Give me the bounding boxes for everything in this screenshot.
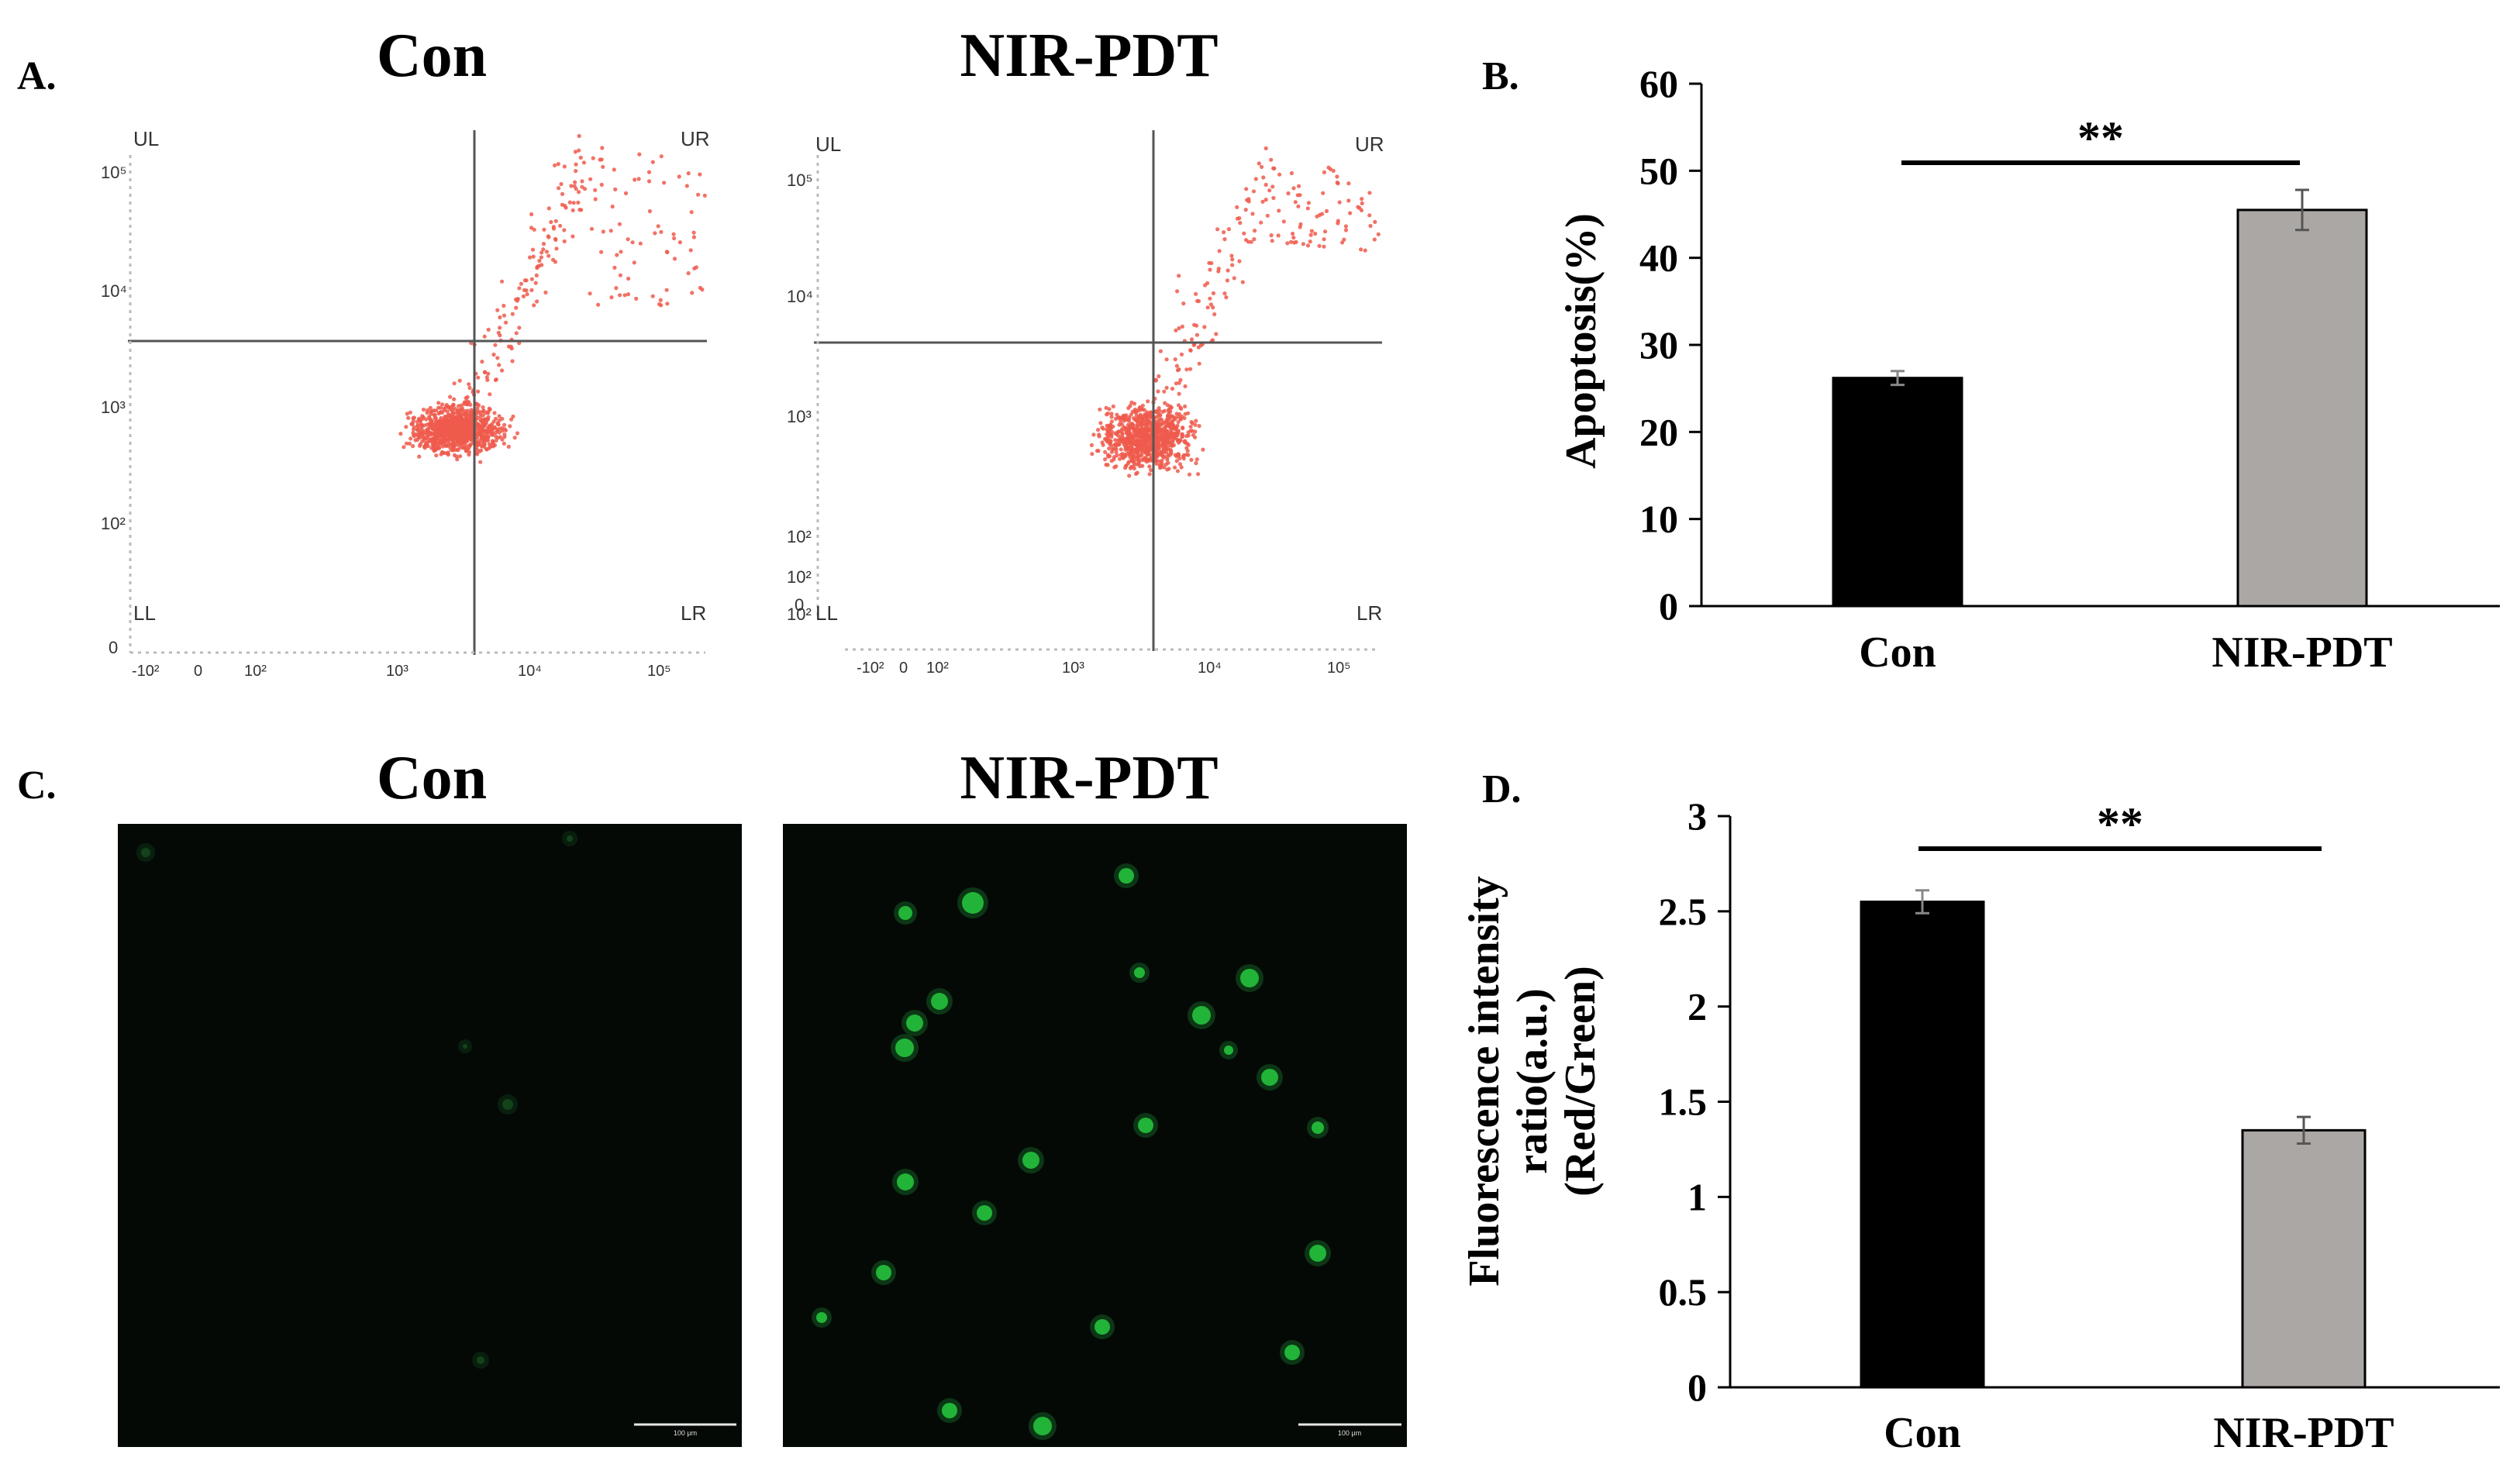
- significance-marker: **: [2077, 112, 2124, 164]
- y-axis-label-line-1: Fluorescence intensity: [1460, 876, 1508, 1286]
- significance-marker: **: [2097, 798, 2143, 849]
- x-tick-label: -10²: [132, 663, 160, 680]
- x-tick-label: -10²: [857, 660, 884, 677]
- y-tick-label: 10⁵: [101, 163, 127, 182]
- y-tick-label: 10⁴: [787, 287, 813, 306]
- flow-plot-title-con: Con: [377, 22, 487, 90]
- x-tick-label: 10²: [926, 660, 949, 677]
- x-tick-label: NIR-PDT: [2211, 629, 2392, 677]
- bar: [2236, 208, 2368, 608]
- bar-chart-fluorescence-ratio: Fluorescence intensity ratio(a.u.) (Red/…: [1460, 794, 2500, 1457]
- y-tick-label: 2.5: [1659, 890, 1708, 933]
- quadrant-label-ul: UL: [133, 127, 159, 150]
- x-tick-label: Con: [1884, 1409, 1961, 1457]
- y-tick-label: 10²: [101, 514, 126, 533]
- bar: [2241, 1128, 2367, 1389]
- scale-bar-label: 100 μm: [674, 1429, 697, 1437]
- y-tick-label: 30: [1639, 323, 1678, 367]
- micrograph-con: 100 μm: [118, 824, 742, 1447]
- bar-chart-apoptosis: Apoptosis(%) 0 10 20 30 40 50 60 Con NIR-PDT **: [1557, 62, 2500, 677]
- x-tick-label: 0: [194, 663, 202, 680]
- panel-label-a: A.: [17, 54, 57, 98]
- y-tick-label: 20: [1639, 410, 1678, 453]
- quadrant-label-ur: UR: [681, 127, 710, 150]
- panel-label-d: D.: [1482, 767, 1522, 811]
- y-tick-label: 60: [1639, 62, 1678, 105]
- x-tick-label: NIR-PDT: [2213, 1409, 2394, 1457]
- y-tick-label: 0: [109, 638, 118, 657]
- bar: [1832, 377, 1963, 608]
- y-tick-label: 10²: [787, 605, 812, 624]
- y-tick-label: 10⁵: [787, 171, 813, 190]
- y-tick-label: 0: [1659, 584, 1678, 628]
- y-tick-label: 10³: [787, 407, 812, 426]
- y-tick-label: 10²: [787, 527, 812, 546]
- y-tick-label: 10²: [787, 567, 812, 587]
- bar: [1860, 901, 1985, 1389]
- y-axis-label-line-3: (Red/Green): [1556, 966, 1605, 1197]
- x-tick-label: 10⁵: [647, 663, 671, 680]
- y-tick-label: 3: [1687, 794, 1707, 838]
- x-tick-label: 10³: [386, 663, 409, 680]
- x-tick-label: 10³: [1062, 660, 1084, 677]
- quadrant-label-lr: LR: [681, 601, 706, 625]
- y-tick-label: 2: [1687, 985, 1707, 1028]
- flow-plot-con: UL UR LL LR 10⁵ 10⁴ 10³ 10² 0 -10² 0 10²…: [101, 127, 710, 680]
- flow-plot-dots: [1089, 146, 1381, 478]
- flow-plot-nir-pdt: UL UR LL LR 10⁵ 10⁴ 10³ 10² 10² 0 10² -1…: [787, 130, 1384, 677]
- y-tick-label: 0.5: [1659, 1270, 1708, 1314]
- flow-plot-dots: [398, 133, 707, 464]
- y-axis-label-line-2: ratio(a.u.): [1508, 988, 1556, 1174]
- y-tick-label: 50: [1639, 149, 1678, 192]
- scale-bar-label: 100 μm: [1338, 1429, 1361, 1437]
- x-tick-label: 10⁵: [1327, 660, 1351, 677]
- y-tick-label: 10⁴: [101, 281, 127, 301]
- x-tick-label: Con: [1859, 629, 1936, 677]
- y-tick-label: 10: [1639, 498, 1678, 541]
- quadrant-label-ul: UL: [815, 133, 841, 156]
- flow-plot-title-nir-pdt: NIR-PDT: [960, 22, 1218, 90]
- y-tick-label: 1: [1687, 1175, 1707, 1218]
- micrograph-nir-pdt: 100 μm: [783, 824, 1407, 1447]
- x-tick-label: 10²: [244, 663, 267, 680]
- y-tick-label: 0: [1687, 1366, 1707, 1409]
- y-tick-label: 0: [795, 595, 804, 615]
- micrograph-title-nir-pdt: NIR-PDT: [960, 744, 1218, 812]
- x-tick-label: 10⁴: [518, 663, 542, 680]
- x-tick-label: 10⁴: [1198, 660, 1222, 677]
- y-axis-label: Apoptosis(%): [1557, 213, 1605, 469]
- panel-label-c: C.: [17, 763, 57, 808]
- y-tick-label: 10³: [101, 398, 126, 417]
- panel-label-b: B.: [1482, 54, 1519, 98]
- x-tick-label: 0: [899, 660, 908, 677]
- quadrant-label-ll: LL: [815, 601, 838, 625]
- quadrant-label-lr: LR: [1357, 601, 1382, 625]
- y-tick-label: 40: [1639, 236, 1678, 280]
- y-tick-label: 1.5: [1659, 1080, 1708, 1124]
- quadrant-label-ur: UR: [1355, 133, 1384, 156]
- quadrant-label-ll: LL: [133, 601, 156, 625]
- micrograph-title-con: Con: [377, 744, 487, 812]
